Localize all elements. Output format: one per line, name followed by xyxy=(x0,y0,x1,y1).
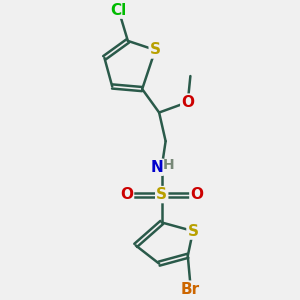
Text: N: N xyxy=(150,160,163,175)
Text: Cl: Cl xyxy=(111,3,127,18)
Text: O: O xyxy=(120,187,133,202)
Text: H: H xyxy=(163,158,175,172)
Text: S: S xyxy=(156,187,167,202)
Text: S: S xyxy=(188,224,199,238)
Text: Br: Br xyxy=(181,282,200,297)
Text: S: S xyxy=(150,43,161,58)
Text: O: O xyxy=(190,187,203,202)
Text: O: O xyxy=(181,94,194,110)
